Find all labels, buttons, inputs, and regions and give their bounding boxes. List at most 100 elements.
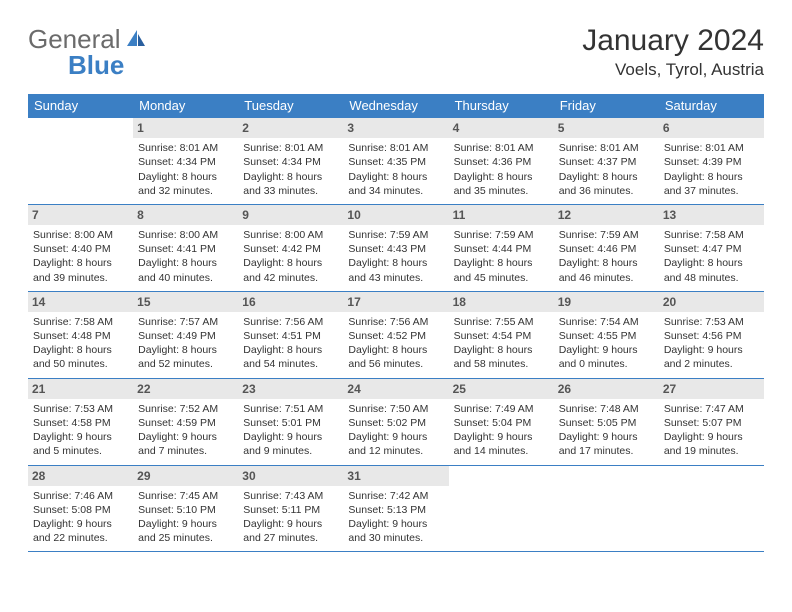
calendar-cell: 5 Sunrise: 8:01 AMSunset: 4:37 PMDaylight… <box>554 118 659 205</box>
day-details: Sunrise: 7:59 AMSunset: 4:46 PMDaylight:… <box>559 228 654 285</box>
day-details: Sunrise: 8:00 AMSunset: 4:41 PMDaylight:… <box>138 228 233 285</box>
day-details: Sunrise: 7:47 AMSunset: 5:07 PMDaylight:… <box>664 402 759 459</box>
day-details: Sunrise: 7:51 AMSunset: 5:01 PMDaylight:… <box>243 402 338 459</box>
day-details: Sunrise: 7:54 AMSunset: 4:55 PMDaylight:… <box>559 315 654 372</box>
calendar-cell: 9 Sunrise: 8:00 AMSunset: 4:42 PMDaylight… <box>238 204 343 291</box>
calendar-cell: 14Sunrise: 7:58 AMSunset: 4:48 PMDayligh… <box>28 291 133 378</box>
day-number: 9 <box>238 205 343 225</box>
calendar-cell: 12 Sunrise: 7:59 AMSunset: 4:46 PMDayligh… <box>554 204 659 291</box>
day-number: 25 <box>449 379 554 399</box>
day-number: 4 <box>449 118 554 138</box>
location: Voels, Tyrol, Austria <box>582 60 764 80</box>
day-details: Sunrise: 8:01 AMSunset: 4:34 PMDaylight:… <box>243 141 338 198</box>
day-number: 5 <box>554 118 659 138</box>
weekday-header: Tuesday <box>238 94 343 118</box>
calendar-cell <box>554 465 659 552</box>
weekday-header: Friday <box>554 94 659 118</box>
day-details: Sunrise: 8:01 AMSunset: 4:36 PMDaylight:… <box>454 141 549 198</box>
calendar-row: 28Sunrise: 7:46 AMSunset: 5:08 PMDayligh… <box>28 465 764 552</box>
day-details: Sunrise: 8:01 AMSunset: 4:35 PMDaylight:… <box>348 141 443 198</box>
day-number: 21 <box>28 379 133 399</box>
day-details: Sunrise: 8:01 AMSunset: 4:37 PMDaylight:… <box>559 141 654 198</box>
day-details: Sunrise: 7:53 AMSunset: 4:58 PMDaylight:… <box>33 402 128 459</box>
day-number: 30 <box>238 466 343 486</box>
day-details: Sunrise: 7:45 AMSunset: 5:10 PMDaylight:… <box>138 489 233 546</box>
calendar-cell: 28Sunrise: 7:46 AMSunset: 5:08 PMDayligh… <box>28 465 133 552</box>
day-number: 23 <box>238 379 343 399</box>
day-number: 8 <box>133 205 238 225</box>
calendar-cell: 1 Sunrise: 8:01 AMSunset: 4:34 PMDaylight… <box>133 118 238 205</box>
calendar-table: Sunday Monday Tuesday Wednesday Thursday… <box>28 94 764 552</box>
day-details: Sunrise: 7:58 AMSunset: 4:47 PMDaylight:… <box>664 228 759 285</box>
calendar-cell: 20 Sunrise: 7:53 AMSunset: 4:56 PMDayligh… <box>659 291 764 378</box>
calendar-cell: 11 Sunrise: 7:59 AMSunset: 4:44 PMDayligh… <box>449 204 554 291</box>
day-number: 17 <box>343 292 448 312</box>
calendar-cell: 13 Sunrise: 7:58 AMSunset: 4:47 PMDayligh… <box>659 204 764 291</box>
day-number: 12 <box>554 205 659 225</box>
calendar-cell: 25 Sunrise: 7:49 AMSunset: 5:04 PMDayligh… <box>449 378 554 465</box>
calendar-cell <box>449 465 554 552</box>
calendar-cell: 18Sunrise: 7:55 AMSunset: 4:54 PMDayligh… <box>449 291 554 378</box>
day-details: Sunrise: 7:59 AMSunset: 4:43 PMDaylight:… <box>348 228 443 285</box>
calendar-cell: 27Sunrise: 7:47 AMSunset: 5:07 PMDayligh… <box>659 378 764 465</box>
calendar-row: 14Sunrise: 7:58 AMSunset: 4:48 PMDayligh… <box>28 291 764 378</box>
day-details: Sunrise: 7:59 AMSunset: 4:44 PMDaylight:… <box>454 228 549 285</box>
day-number: 24 <box>343 379 448 399</box>
calendar-cell: 19 Sunrise: 7:54 AMSunset: 4:55 PMDayligh… <box>554 291 659 378</box>
day-details: Sunrise: 8:01 AMSunset: 4:34 PMDaylight:… <box>138 141 233 198</box>
day-details: Sunrise: 8:01 AMSunset: 4:39 PMDaylight:… <box>664 141 759 198</box>
day-number: 13 <box>659 205 764 225</box>
day-number: 20 <box>659 292 764 312</box>
title-block: January 2024 Voels, Tyrol, Austria <box>582 24 764 80</box>
day-details: Sunrise: 7:56 AMSunset: 4:52 PMDaylight:… <box>348 315 443 372</box>
sail-icon <box>125 28 147 48</box>
calendar-cell: 23 Sunrise: 7:51 AMSunset: 5:01 PMDayligh… <box>238 378 343 465</box>
month-title: January 2024 <box>582 24 764 58</box>
calendar-cell: 8 Sunrise: 8:00 AMSunset: 4:41 PMDaylight… <box>133 204 238 291</box>
day-details: Sunrise: 7:50 AMSunset: 5:02 PMDaylight:… <box>348 402 443 459</box>
day-number: 16 <box>238 292 343 312</box>
calendar-cell: 6 Sunrise: 8:01 AMSunset: 4:39 PMDaylight… <box>659 118 764 205</box>
day-number: 15 <box>133 292 238 312</box>
day-details: Sunrise: 7:53 AMSunset: 4:56 PMDaylight:… <box>664 315 759 372</box>
day-details: Sunrise: 8:00 AMSunset: 4:40 PMDaylight:… <box>33 228 128 285</box>
day-details: Sunrise: 7:43 AMSunset: 5:11 PMDaylight:… <box>243 489 338 546</box>
calendar-cell: 17 Sunrise: 7:56 AMSunset: 4:52 PMDayligh… <box>343 291 448 378</box>
day-number: 6 <box>659 118 764 138</box>
calendar-cell: 26Sunrise: 7:48 AMSunset: 5:05 PMDayligh… <box>554 378 659 465</box>
weekday-header-row: Sunday Monday Tuesday Wednesday Thursday… <box>28 94 764 118</box>
day-number: 29 <box>133 466 238 486</box>
calendar-cell: 22Sunrise: 7:52 AMSunset: 4:59 PMDayligh… <box>133 378 238 465</box>
day-details: Sunrise: 7:49 AMSunset: 5:04 PMDaylight:… <box>454 402 549 459</box>
calendar-cell: 15 Sunrise: 7:57 AMSunset: 4:49 PMDayligh… <box>133 291 238 378</box>
day-details: Sunrise: 7:58 AMSunset: 4:48 PMDaylight:… <box>33 315 128 372</box>
calendar-row: 1Sunrise: 8:01 AMSunset: 4:34 PMDaylight… <box>28 118 764 205</box>
day-details: Sunrise: 7:46 AMSunset: 5:08 PMDaylight:… <box>33 489 128 546</box>
day-details: Sunrise: 7:55 AMSunset: 4:54 PMDaylight:… <box>454 315 549 372</box>
day-details: Sunrise: 8:00 AMSunset: 4:42 PMDaylight:… <box>243 228 338 285</box>
weekday-header: Sunday <box>28 94 133 118</box>
weekday-header: Thursday <box>449 94 554 118</box>
weekday-header: Saturday <box>659 94 764 118</box>
day-number: 11 <box>449 205 554 225</box>
day-number: 22 <box>133 379 238 399</box>
day-details: Sunrise: 7:57 AMSunset: 4:49 PMDaylight:… <box>138 315 233 372</box>
calendar-cell: 30 Sunrise: 7:43 AMSunset: 5:11 PMDayligh… <box>238 465 343 552</box>
day-number: 31 <box>343 466 448 486</box>
day-number: 19 <box>554 292 659 312</box>
day-number: 26 <box>554 379 659 399</box>
weekday-header: Wednesday <box>343 94 448 118</box>
calendar-cell: 31Sunrise: 7:42 AMSunset: 5:13 PMDayligh… <box>343 465 448 552</box>
day-number: 2 <box>238 118 343 138</box>
calendar-row: 7Sunrise: 8:00 AMSunset: 4:40 PMDaylight… <box>28 204 764 291</box>
day-number: 3 <box>343 118 448 138</box>
calendar-cell: 21 Sunrise: 7:53 AMSunset: 4:58 PMDayligh… <box>28 378 133 465</box>
calendar-cell: 16 Sunrise: 7:56 AMSunset: 4:51 PMDayligh… <box>238 291 343 378</box>
logo-text-blue: Blue <box>68 50 124 81</box>
calendar-cell: 10Sunrise: 7:59 AMSunset: 4:43 PMDayligh… <box>343 204 448 291</box>
header: General January 2024 Voels, Tyrol, Austr… <box>28 24 764 80</box>
day-number: 1 <box>133 118 238 138</box>
calendar-cell: 2 Sunrise: 8:01 AMSunset: 4:34 PMDaylight… <box>238 118 343 205</box>
day-details: Sunrise: 7:56 AMSunset: 4:51 PMDaylight:… <box>243 315 338 372</box>
calendar-cell <box>659 465 764 552</box>
